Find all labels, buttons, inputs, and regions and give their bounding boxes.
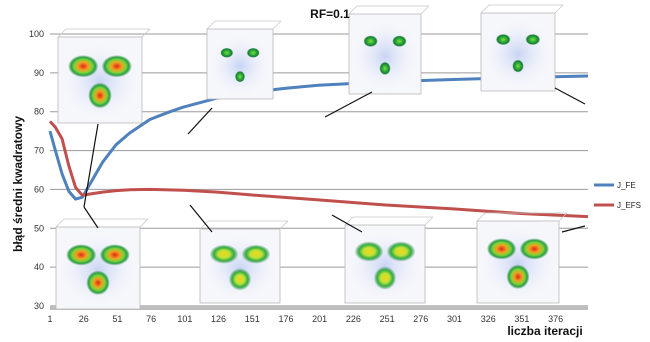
heatmap-thumbnail bbox=[476, 212, 568, 304]
heatmap-thumbnail bbox=[55, 218, 149, 310]
heatmap-thumbnail bbox=[480, 4, 564, 92]
x-tick-label: 126 bbox=[211, 314, 226, 324]
y-tick-label: 70 bbox=[34, 146, 44, 156]
x-tick-label: 376 bbox=[548, 314, 563, 324]
y-tick-label: 100 bbox=[29, 29, 44, 39]
x-tick-label: 201 bbox=[312, 314, 327, 324]
connector-line bbox=[83, 206, 99, 229]
legend-label-j-fe: J_FE bbox=[617, 181, 636, 190]
y-tick-label: 40 bbox=[34, 262, 44, 272]
x-tick-labels: 1 26 51 76 101 126 151 176 201 226 251 276 301 326 351… bbox=[47, 314, 563, 324]
connector-line bbox=[187, 107, 213, 135]
x-tick-label: 251 bbox=[380, 314, 395, 324]
x-axis-strip bbox=[50, 306, 588, 310]
x-tick-label: 151 bbox=[245, 314, 260, 324]
connector-line bbox=[554, 87, 586, 105]
x-tick-label: 301 bbox=[447, 314, 462, 324]
y-tick-label: 90 bbox=[34, 68, 44, 78]
heatmap-thumbnail bbox=[199, 220, 289, 304]
series-line-j-efs bbox=[48, 120, 589, 219]
connector-line bbox=[331, 214, 363, 233]
x-tick-label: 176 bbox=[278, 314, 293, 324]
x-tick-label: 276 bbox=[413, 314, 428, 324]
heatmap-thumbnail bbox=[57, 28, 151, 124]
x-tick-label: 351 bbox=[514, 314, 529, 324]
legend: J_FE J_EFS bbox=[594, 181, 641, 210]
y-tick-label: 30 bbox=[34, 301, 44, 311]
heatmap-thumbnail bbox=[206, 20, 282, 100]
heatmap-thumbnail bbox=[344, 216, 434, 304]
x-tick-label: 51 bbox=[112, 314, 122, 324]
y-tick-label: 60 bbox=[34, 184, 44, 194]
x-tick-label: 226 bbox=[346, 314, 361, 324]
heatmap-thumbnail bbox=[348, 5, 430, 95]
x-tick-label: 326 bbox=[481, 314, 496, 324]
x-tick-label: 26 bbox=[79, 314, 89, 324]
x-tick-label: 76 bbox=[146, 314, 156, 324]
y-axis-label: błąd średni kwadratowy bbox=[11, 116, 25, 252]
connector-line bbox=[83, 123, 99, 208]
y-tick-label: 80 bbox=[34, 107, 44, 117]
x-axis-bar bbox=[50, 306, 588, 310]
y-tick-label: 50 bbox=[34, 223, 44, 233]
connector-line bbox=[324, 91, 373, 118]
legend-label-j-efs: J_EFS bbox=[617, 201, 641, 210]
chart-title: RF=0.1 bbox=[310, 7, 350, 21]
connector-line bbox=[561, 225, 586, 233]
y-tick-labels: 30 40 50 60 70 80 90 100 bbox=[29, 29, 44, 311]
x-tick-label: 101 bbox=[177, 314, 192, 324]
x-axis-label: liczba iteracji bbox=[507, 324, 582, 338]
x-tick-label: 1 bbox=[47, 314, 52, 324]
connector-line bbox=[189, 204, 213, 233]
heatmap-thumbnails bbox=[55, 4, 586, 310]
